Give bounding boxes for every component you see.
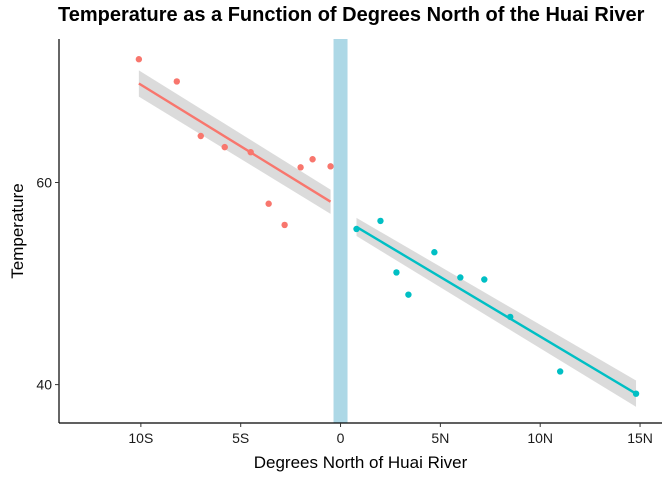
data-point [265,200,272,207]
y-axis-title: Temperature [8,183,27,278]
data-point [309,156,316,163]
cutoff-band-group [333,39,348,423]
data-point [507,313,514,321]
data-point [135,56,143,63]
data-point [281,221,288,229]
x-tick-label: 5N [431,430,449,446]
data-point [393,269,400,276]
confidence-band-2 [356,217,637,407]
data-point [556,368,564,375]
chart-title: Temperature as a Function of Degrees Nor… [58,4,645,26]
fit-line-2 [355,225,637,395]
data-point [431,249,438,256]
data-point [353,225,360,233]
data-point [221,143,228,151]
data-point [457,274,464,281]
y-tick-label: 40 [36,377,52,393]
data-points [135,56,640,397]
data-point [377,217,384,225]
data-point [481,276,488,283]
data-point [197,132,204,140]
x-axis-ticks: 10S 5S 0 5N 10N 15N [128,423,653,446]
confidence-bands [138,70,637,407]
x-tick-label: 5S [232,430,249,446]
cutoff-band [333,39,348,423]
fit-lines [138,82,637,395]
y-tick-label: 60 [36,174,52,190]
data-point [405,291,412,298]
data-point [632,390,640,397]
data-point [247,148,254,156]
x-tick-label: 10N [527,430,553,446]
x-tick-label: 15N [627,430,653,446]
y-axis-ticks: 40 60 [36,174,59,393]
x-tick-label: 0 [337,430,345,446]
data-point [297,164,304,171]
data-point [327,163,334,170]
x-tick-label: 10S [128,430,153,446]
data-point [173,78,181,85]
x-axis-title: Degrees North of Huai River [254,453,468,472]
fit-line-1 [138,82,332,203]
